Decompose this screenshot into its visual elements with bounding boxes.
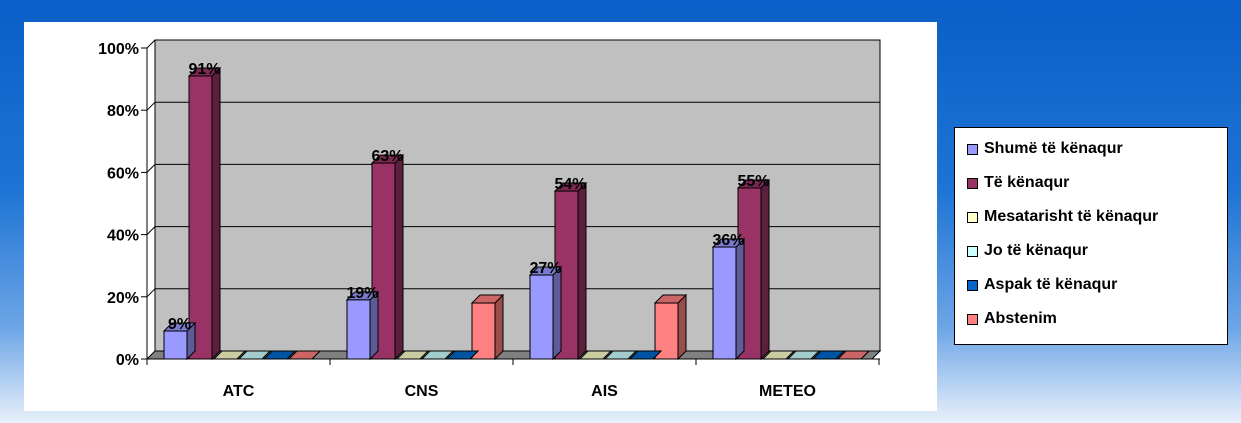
gridline <box>146 164 156 173</box>
bar-side <box>369 290 379 361</box>
legend-label: Mesatarisht të kënaqur <box>984 208 1159 225</box>
bar <box>163 330 188 360</box>
data-label: 55% <box>737 173 769 190</box>
gridline <box>146 288 156 298</box>
y-tick-label: 80% <box>107 103 139 120</box>
x-tick-label: CNS <box>405 383 439 400</box>
gridline <box>146 39 156 49</box>
gridline <box>146 101 156 111</box>
bar-side <box>394 153 404 361</box>
y-tick-label: 60% <box>107 165 139 182</box>
legend-item: Jo të kënaqur <box>967 241 1088 261</box>
data-label: 36% <box>712 232 744 249</box>
bar-side <box>760 178 770 361</box>
data-label: 9% <box>168 316 191 333</box>
x-tick-label: ATC <box>223 383 255 400</box>
data-label: 63% <box>371 148 403 165</box>
legend-swatch <box>967 313 978 325</box>
y-tick-label: 100% <box>98 41 139 58</box>
plot-background <box>154 39 881 352</box>
legend-item: Abstenim <box>967 309 1057 329</box>
bar-side <box>677 293 687 361</box>
axes: 0% 20% 40% 60% 80% 100% ATC CNS AIS METEO <box>98 41 880 400</box>
y-tick-label: 0% <box>116 352 139 369</box>
data-label: 27% <box>529 260 561 277</box>
y-tick-label: 40% <box>107 228 139 245</box>
legend-swatch <box>967 279 978 291</box>
legend: Shumë të kënaqur Të kënaqur Mesatarisht … <box>954 127 1228 345</box>
legend-swatch <box>967 245 978 257</box>
legend-label: Aspak të kënaqur <box>984 276 1118 293</box>
y-tick-label: 20% <box>107 290 139 307</box>
x-tick-label: AIS <box>591 383 618 400</box>
legend-label: Jo të kënaqur <box>984 242 1089 259</box>
legend-swatch <box>967 143 978 155</box>
legend-item: Shumë të kënaqur <box>967 139 1123 159</box>
legend-swatch <box>967 177 978 189</box>
bar-side <box>494 293 504 361</box>
data-label: 19% <box>346 285 378 302</box>
bar-side <box>577 181 587 361</box>
data-label: 54% <box>554 176 586 193</box>
legend-label: Shumë të kënaqur <box>984 140 1123 157</box>
bar <box>529 274 554 360</box>
data-labels: 9% 91% 19% 63% 27% 54% 36% 55% <box>168 61 770 333</box>
legend-swatch <box>967 211 978 223</box>
bar-side <box>735 237 745 361</box>
legend-label: Abstenim <box>984 310 1057 327</box>
legend-label: Të kënaqur <box>984 174 1070 191</box>
data-label: 91% <box>188 61 220 78</box>
bar-side <box>211 66 221 361</box>
bar <box>188 75 213 360</box>
legend-item: Aspak të kënaqur <box>967 275 1117 295</box>
x-tick-label: METEO <box>759 383 816 400</box>
bar-side <box>552 265 562 361</box>
bar <box>712 246 737 360</box>
legend-item: Mesatarisht të kënaqur <box>967 207 1158 227</box>
gridline <box>146 226 156 235</box>
bar <box>346 299 371 360</box>
legend-item: Të kënaqur <box>967 173 1069 193</box>
plot-area <box>145 39 882 360</box>
